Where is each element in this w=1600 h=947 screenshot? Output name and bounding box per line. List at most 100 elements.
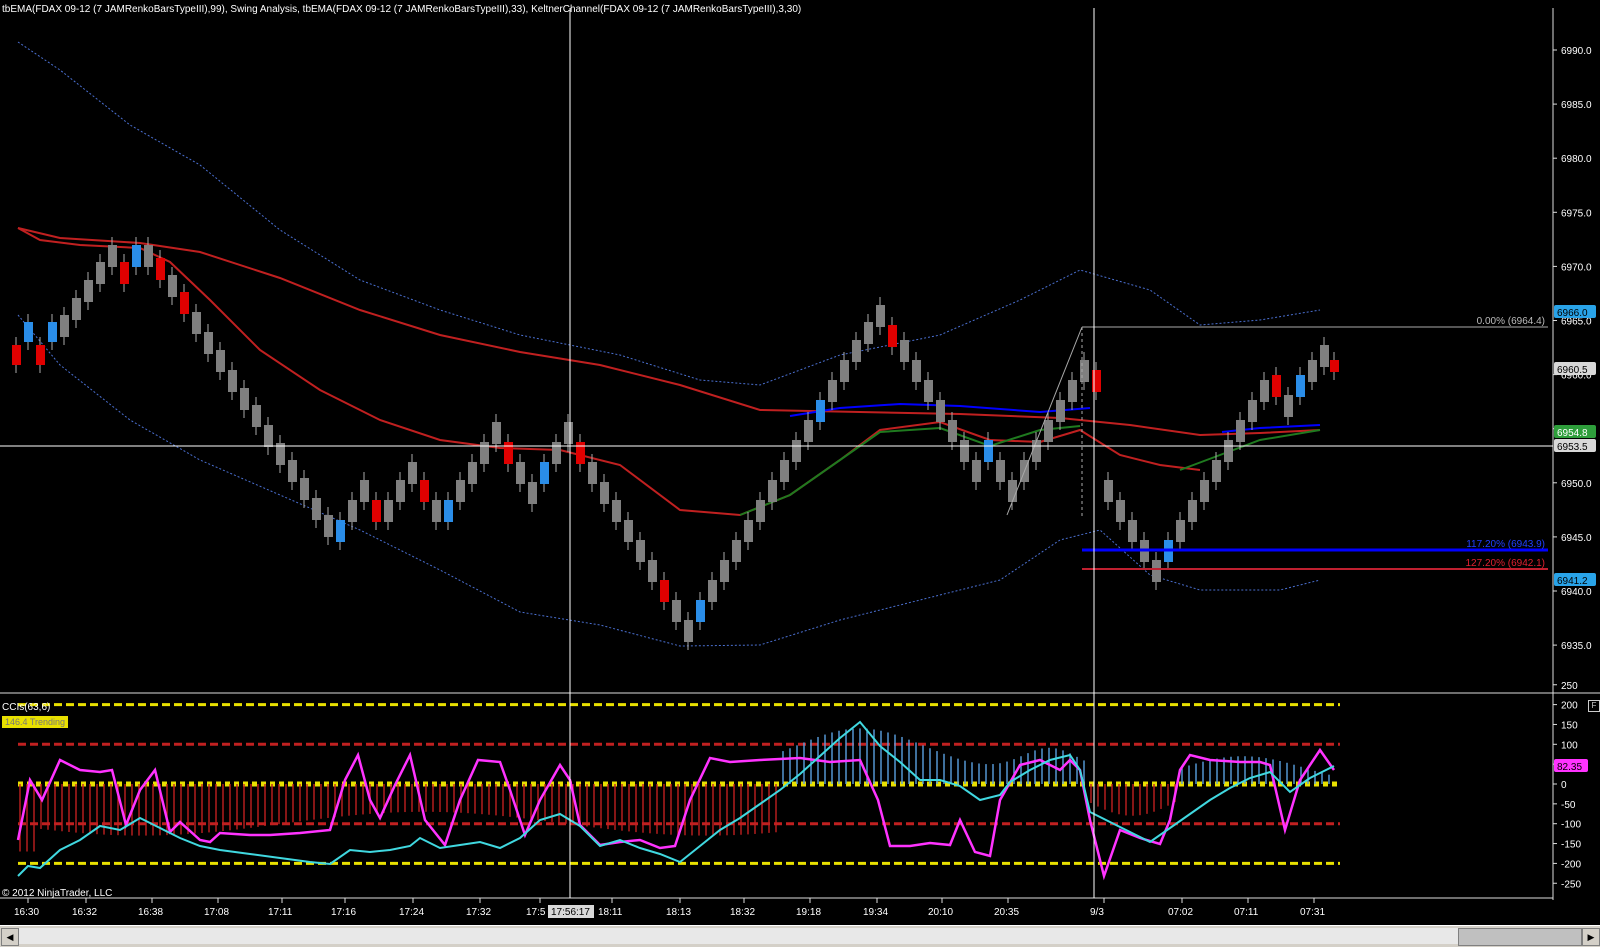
renko-bar — [492, 422, 501, 444]
price-tick-label: 6990.0 — [1561, 46, 1592, 57]
cci-tick-label: 250 — [1561, 681, 1578, 692]
renko-bar — [1080, 360, 1089, 382]
horizontal-scrollbar[interactable]: ◀ ▶ — [0, 925, 1600, 947]
cci-tick-label: 150 — [1561, 720, 1578, 731]
cci-slow-line — [17, 720, 1335, 877]
renko-bar — [948, 420, 957, 442]
renko-bar — [96, 262, 105, 284]
price-tick-label: 6960.0 — [1561, 371, 1592, 382]
renko-bar — [1068, 380, 1077, 402]
cci-tick-label: 100 — [1561, 740, 1578, 751]
price-label-box — [1554, 305, 1596, 318]
renko-bar — [960, 440, 969, 462]
renko-bar — [672, 600, 681, 622]
time-tick-label: 18:13 — [666, 907, 691, 918]
renko-bar — [156, 258, 165, 280]
cci-panel-title: CCIs(63,6) — [2, 702, 51, 713]
time-tick-label: 20:10 — [928, 907, 953, 918]
renko-bar — [708, 580, 717, 602]
price-tick-label: 6985.0 — [1561, 100, 1592, 111]
keltner-lower-band — [17, 314, 1321, 647]
renko-bar — [216, 350, 225, 372]
renko-bar — [744, 520, 753, 542]
time-tick-label: 17:16 — [331, 907, 356, 918]
cci-tick-label: -200 — [1561, 859, 1581, 870]
renko-bar — [972, 460, 981, 482]
renko-bar — [396, 480, 405, 502]
crosshair-time-label: 17:56:17 — [551, 907, 590, 918]
ema-99-line — [17, 227, 1321, 437]
price-label-text: 6966.0 — [1557, 308, 1588, 319]
price-label-box — [1554, 425, 1596, 438]
renko-bar — [996, 460, 1005, 482]
renko-bar — [888, 325, 897, 347]
time-tick-label: 07:11 — [1234, 907, 1259, 918]
renko-bar — [60, 315, 69, 337]
renko-bar — [1200, 480, 1209, 502]
indicator-header: tbEMA(FDAX 09-12 (7 JAMRenkoBarsTypeIII)… — [2, 4, 802, 15]
renko-bar — [912, 360, 921, 382]
time-tick-label: 18:32 — [730, 907, 755, 918]
renko-bar — [204, 332, 213, 354]
renko-bar — [72, 298, 81, 320]
renko-bar — [792, 440, 801, 462]
crosshair-time-box — [548, 905, 594, 918]
cci-value-text: 82.35 — [1557, 762, 1582, 773]
renko-bar — [648, 560, 657, 582]
renko-bar — [276, 443, 285, 465]
time-tick-label: 17:11 — [268, 907, 293, 918]
renko-bar — [696, 600, 705, 622]
price-label-box — [1554, 362, 1596, 375]
renko-bar — [768, 480, 777, 502]
renko-bar — [732, 540, 741, 562]
scrollbar-track[interactable] — [18, 928, 1578, 944]
renko-bar — [1284, 395, 1293, 417]
fib-127-label: 127.20% (6942.1) — [1465, 558, 1545, 569]
renko-bar — [1008, 480, 1017, 502]
cci-tick-label: -150 — [1561, 840, 1581, 851]
scroll-left-arrow-icon[interactable]: ◀ — [1, 928, 19, 946]
renko-bar — [1272, 375, 1281, 397]
panel-format-button[interactable]: F — [1588, 700, 1600, 712]
renko-bar — [636, 540, 645, 562]
renko-bar — [480, 442, 489, 464]
renko-bar — [108, 245, 117, 267]
ema-33-green-recent — [1179, 429, 1321, 471]
scroll-right-arrow-icon[interactable]: ▶ — [1582, 928, 1600, 946]
scrollbar-thumb[interactable] — [1458, 928, 1582, 946]
time-tick-label: 20:35 — [994, 907, 1019, 918]
price-tick-label: 6935.0 — [1561, 641, 1592, 652]
swing-diagonal-line — [1006, 326, 1083, 516]
price-label-text: 6954.8 — [1557, 428, 1588, 439]
renko-bar — [576, 442, 585, 464]
renko-bar — [12, 345, 21, 365]
price-label-box — [1554, 573, 1596, 586]
renko-bar — [408, 462, 417, 484]
keltner-upper-band — [17, 41, 1321, 386]
time-tick-label: 07:02 — [1168, 907, 1193, 918]
cci-value-box — [1554, 759, 1588, 772]
cci-main-line — [16, 747, 1336, 881]
renko-bar — [252, 405, 261, 427]
renko-bar — [1176, 520, 1185, 542]
renko-bar — [864, 322, 873, 344]
time-tick-label: 19:34 — [863, 907, 888, 918]
renko-bar — [564, 422, 573, 444]
price-label-text: 6941.2 — [1557, 576, 1588, 587]
renko-bar — [468, 462, 477, 484]
renko-bar — [1236, 420, 1245, 442]
renko-bar — [300, 478, 309, 500]
time-tick-label: 17:08 — [204, 907, 229, 918]
price-tick-label: 6975.0 — [1561, 208, 1592, 219]
renko-bar — [600, 482, 609, 504]
price-tick-label: 6950.0 — [1561, 479, 1592, 490]
renko-bar — [1248, 400, 1257, 422]
time-tick-label: 16:38 — [138, 907, 163, 918]
renko-bar — [660, 580, 669, 602]
renko-bar — [336, 520, 345, 542]
time-tick-label: 17:5 — [526, 907, 546, 918]
renko-bar — [288, 460, 297, 482]
renko-bar — [456, 480, 465, 502]
